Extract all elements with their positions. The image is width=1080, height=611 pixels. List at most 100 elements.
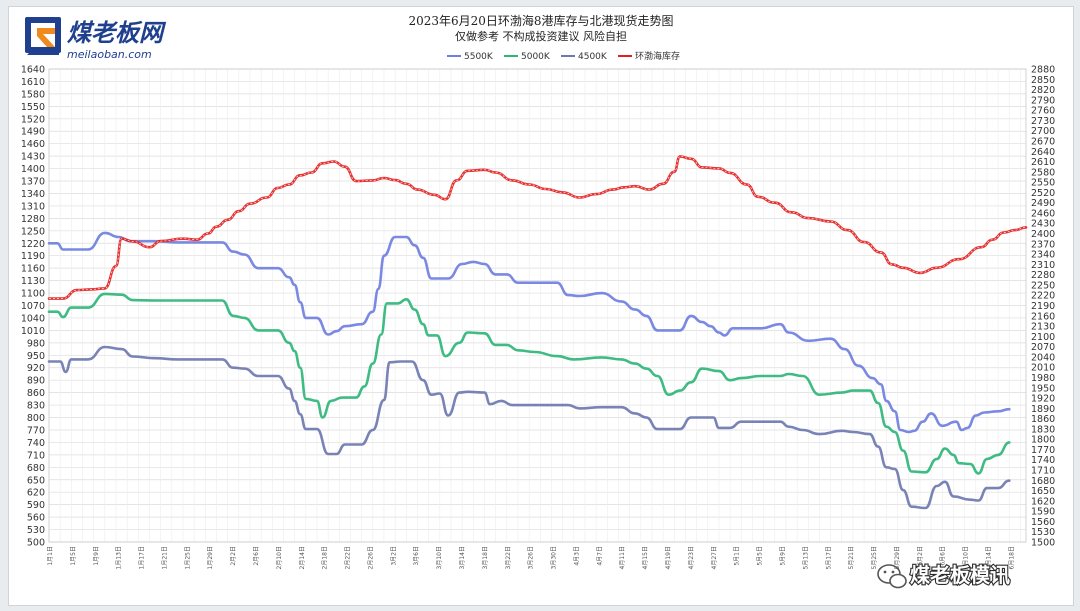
x-tick-label: 4月27日 (711, 546, 718, 569)
right-tick-label: 2520 (1031, 188, 1055, 199)
right-tick-label: 1770 (1031, 445, 1055, 456)
logo-mark-icon (25, 17, 61, 55)
left-tick-label: 1190 (21, 251, 45, 262)
chart-grid (48, 68, 1027, 543)
right-tick-label: 1650 (1031, 486, 1055, 497)
left-tick-label: 830 (27, 401, 45, 412)
x-tick-label: 5月17日 (825, 546, 832, 569)
right-tick-label: 1920 (1031, 394, 1055, 405)
x-tick-label: 2月10日 (276, 546, 283, 569)
right-tick-label: 2460 (1031, 208, 1055, 219)
right-tick-label: 2130 (1031, 322, 1055, 333)
x-tick-label: 6月14日 (985, 546, 992, 569)
x-tick-label: 5月9日 (779, 546, 786, 566)
x-tick-label: 1月17日 (139, 546, 146, 569)
right-axis: 1500153015601590162016501680171017401770… (1031, 65, 1055, 549)
chart-legend: 5500K 5000K 4500K 环渤海库存 (447, 50, 680, 62)
x-tick-label: 4月23日 (688, 546, 695, 569)
right-tick-label: 2550 (1031, 178, 1055, 189)
x-tick-label: 1月29日 (207, 546, 214, 569)
right-tick-label: 1500 (1031, 538, 1055, 549)
x-tick-label: 3月22日 (505, 546, 512, 569)
right-tick-label: 2190 (1031, 301, 1055, 312)
right-tick-label: 2880 (1031, 65, 1055, 76)
left-tick-label: 710 (27, 450, 45, 461)
left-tick-label: 620 (27, 488, 45, 499)
x-tick-label: 4月11日 (619, 546, 626, 569)
x-tick-label: 1月13日 (116, 546, 123, 569)
right-tick-label: 1830 (1031, 424, 1055, 435)
right-tick-label: 2220 (1031, 291, 1055, 302)
right-tick-label: 2310 (1031, 260, 1055, 271)
series-line-highlight (48, 156, 1027, 299)
left-tick-label: 860 (27, 388, 45, 399)
left-tick-label: 920 (27, 363, 45, 374)
right-tick-label: 1590 (1031, 507, 1055, 518)
left-tick-label: 1430 (21, 152, 45, 163)
plot-border (48, 68, 1027, 543)
right-tick-label: 2340 (1031, 250, 1055, 261)
series-line-环渤海库存 (47, 155, 1028, 300)
left-tick-label: 1490 (21, 127, 45, 138)
legend-label: 环渤海库存 (635, 50, 680, 62)
x-tick-label: 6月18日 (1008, 546, 1015, 569)
left-tick-label: 1640 (21, 65, 45, 76)
left-tick-label: 1010 (21, 326, 45, 337)
x-tick-label: 4月7日 (596, 546, 603, 566)
right-tick-label: 2070 (1031, 342, 1055, 353)
right-tick-label: 1710 (1031, 466, 1055, 477)
right-tick-label: 2820 (1031, 85, 1055, 96)
left-tick-label: 530 (27, 525, 45, 536)
right-tick-label: 2610 (1031, 157, 1055, 168)
x-tick-label: 1月1日 (47, 546, 54, 566)
x-axis: 1月1日 1月5日 1月9日 1月13日 1月17日 1月21日 1月25日 1月29日 2月2… (47, 546, 1015, 569)
left-tick-label: 650 (27, 475, 45, 486)
right-tick-label: 2670 (1031, 136, 1055, 147)
x-tick-label: 2月14日 (299, 546, 306, 569)
x-tick-label: 5月5日 (757, 546, 764, 566)
line-chart: 煤老板网 meilaoban.com 2023年6月20日环渤海8港库存与北港现… (21, 13, 1055, 589)
left-tick-label: 890 (27, 376, 45, 387)
wechat-watermark: 煤老板模讯 (877, 562, 1011, 589)
left-tick-label: 740 (27, 438, 45, 449)
series-layer (47, 155, 1028, 510)
left-tick-label: 1070 (21, 301, 45, 312)
x-tick-label: 4月15日 (642, 546, 649, 569)
right-tick-label: 2250 (1031, 280, 1055, 291)
series-line-5000K (47, 292, 1011, 475)
right-tick-label: 1800 (1031, 435, 1055, 446)
right-tick-label: 1950 (1031, 383, 1055, 394)
left-tick-label: 1130 (21, 276, 45, 287)
x-tick-label: 6月2日 (917, 546, 924, 566)
left-tick-label: 1520 (21, 114, 45, 125)
brand-logo: 煤老板网 meilaoban.com (25, 17, 167, 61)
x-tick-label: 2月18日 (322, 546, 329, 569)
right-tick-label: 1890 (1031, 404, 1055, 415)
left-tick-label: 1220 (21, 239, 45, 250)
right-tick-label: 2040 (1031, 352, 1055, 363)
brand-name: 煤老板网 (67, 19, 167, 47)
x-tick-label: 5月21日 (848, 546, 855, 569)
x-tick-label: 1月5日 (70, 546, 77, 566)
left-tick-label: 1610 (21, 77, 45, 88)
legend-label: 4500K (578, 52, 608, 62)
x-tick-label: 5月13日 (802, 546, 809, 569)
left-tick-label: 680 (27, 463, 45, 474)
series-line-5500K (47, 231, 1011, 434)
left-tick-label: 1340 (21, 189, 45, 200)
left-tick-label: 1580 (21, 89, 45, 100)
x-tick-label: 3月6日 (413, 546, 420, 566)
chart-stage: 煤老板网 meilaoban.com 2023年6月20日环渤海8港库存与北港现… (8, 6, 1074, 606)
left-tick-label: 980 (27, 338, 45, 349)
right-tick-label: 1980 (1031, 373, 1055, 384)
x-tick-label: 3月2日 (390, 546, 397, 566)
x-tick-label: 2月2日 (230, 546, 237, 566)
right-tick-label: 1860 (1031, 414, 1055, 425)
x-tick-label: 2月22日 (345, 546, 352, 569)
right-tick-label: 2760 (1031, 106, 1055, 117)
chart-subtitle: 仅做参考 不构成投资建议 风险自担 (455, 29, 627, 43)
left-tick-label: 1100 (21, 289, 45, 300)
left-tick-label: 500 (27, 538, 45, 549)
x-tick-label: 6月6日 (940, 546, 947, 566)
right-tick-label: 2580 (1031, 167, 1055, 178)
